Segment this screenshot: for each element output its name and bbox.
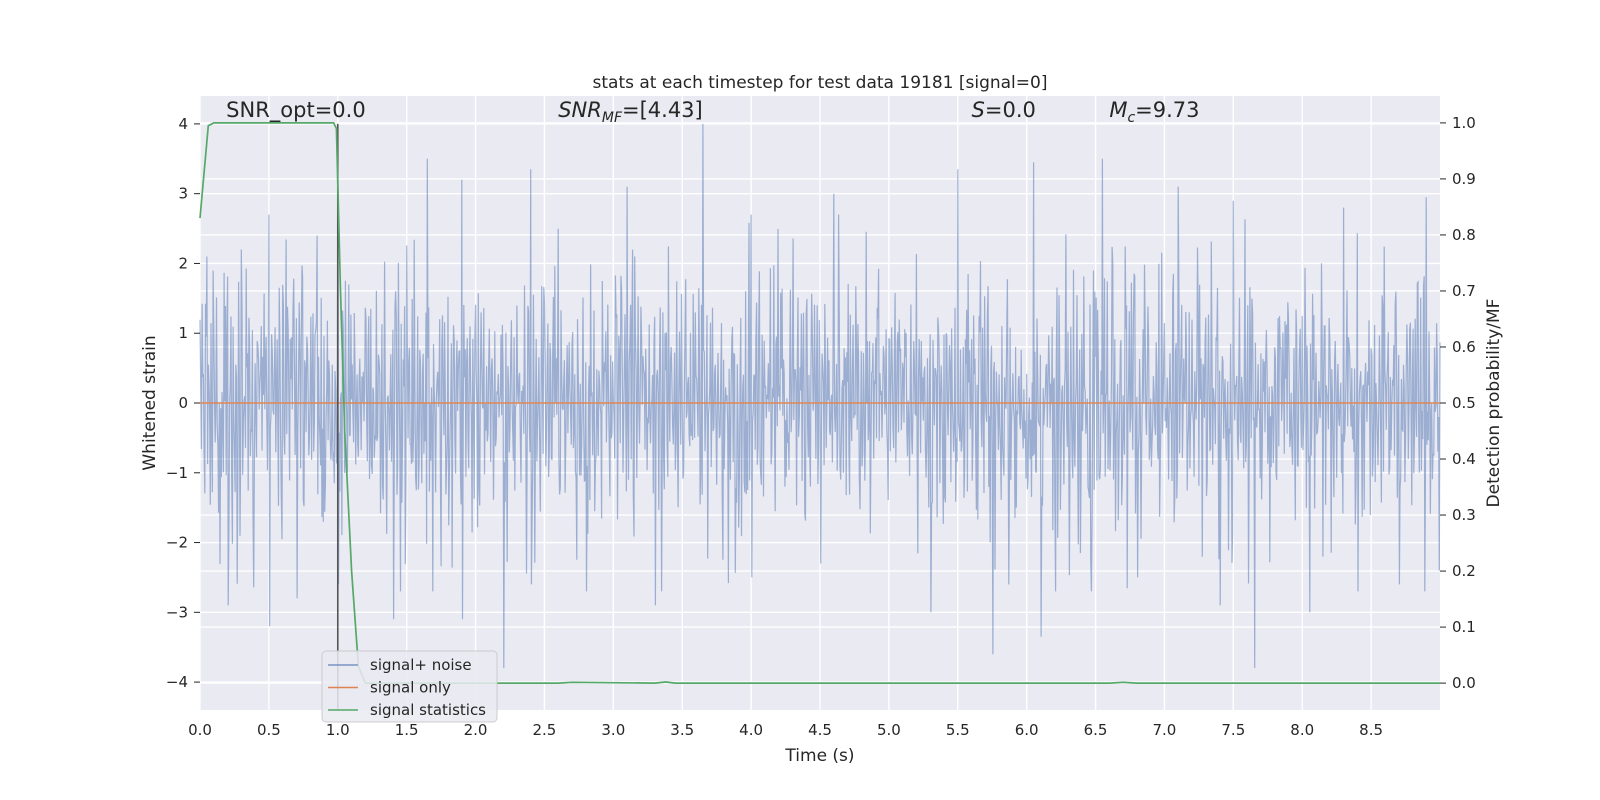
x-tick-label: 6.0 bbox=[1015, 721, 1039, 739]
y2-tick-label: 0.8 bbox=[1452, 226, 1476, 244]
series-signal-plus-noise bbox=[199, 123, 1441, 669]
y-tick-label: 2 bbox=[178, 254, 188, 272]
annotation-text: S=0.0 bbox=[972, 98, 1036, 122]
y2-tick-label: 0.1 bbox=[1452, 618, 1476, 636]
legend-box bbox=[321, 650, 498, 723]
y2-tick-label: 0.5 bbox=[1452, 394, 1476, 412]
y-tick-labels: −4 −3 −2 −1 0 1 2 3 4 bbox=[166, 115, 200, 691]
x-tick-label: 5.0 bbox=[877, 721, 901, 739]
y2-tick-label: 0.2 bbox=[1452, 562, 1476, 580]
x-tick-label: 8.0 bbox=[1290, 721, 1314, 739]
x-tick-label: 3.5 bbox=[670, 721, 694, 739]
x-tick-label: 0.0 bbox=[188, 721, 212, 739]
x-axis-label: Time (s) bbox=[784, 746, 854, 766]
legend-label: signal statistics bbox=[370, 701, 486, 719]
annotation-text: SNRMF=[4.43] bbox=[558, 98, 703, 126]
y-tick-label: 1 bbox=[178, 324, 188, 342]
y-axis-label: Whitened strain bbox=[140, 335, 160, 470]
x-tick-label: 7.0 bbox=[1153, 721, 1177, 739]
x-tick-label: 2.0 bbox=[464, 721, 488, 739]
x-tick-label: 3.0 bbox=[601, 721, 625, 739]
x-tick-label: 1.0 bbox=[326, 721, 350, 739]
y2-tick-label: 0.6 bbox=[1452, 338, 1476, 356]
x-tick-label: 6.5 bbox=[1084, 721, 1108, 739]
y-tick-label: 3 bbox=[178, 185, 188, 203]
y-tick-label: 4 bbox=[178, 115, 188, 133]
y-tick-label: −2 bbox=[166, 534, 188, 552]
y2-tick-label: 0.9 bbox=[1452, 170, 1476, 188]
series-line-signal-statistics bbox=[199, 122, 1440, 684]
y-tick-label: −1 bbox=[166, 464, 188, 482]
legend-label: signal only bbox=[370, 679, 451, 697]
x-tick-label: 4.0 bbox=[739, 721, 763, 739]
x-tick-label: 8.5 bbox=[1359, 721, 1383, 739]
x-tick-label: 2.5 bbox=[533, 721, 557, 739]
y2-tick-label: 0.7 bbox=[1452, 282, 1476, 300]
y-tick-label: −4 bbox=[166, 673, 188, 691]
x-tick-label: 5.5 bbox=[946, 721, 970, 739]
y-tick-label: 0 bbox=[178, 394, 188, 412]
y2-tick-label: 1.0 bbox=[1452, 114, 1476, 132]
series-signal-statistics bbox=[199, 122, 1440, 684]
y2-tick-label: 0.3 bbox=[1452, 506, 1476, 524]
series-line-signal-plus-noise bbox=[199, 123, 1441, 669]
x-tick-label: 4.5 bbox=[808, 721, 832, 739]
annotation-text: SNR_opt=0.0 bbox=[226, 98, 366, 123]
annotations: SNR_opt=0.0 SNRMF=[4.43] S=0.0 Mc=9.73 bbox=[226, 98, 1199, 126]
annotation-text: Mc=9.73 bbox=[1109, 98, 1199, 126]
y2-tick-label: 0.0 bbox=[1452, 674, 1476, 692]
y2-axis-label: Detection probability/MF bbox=[1484, 299, 1504, 508]
x-tick-label: 1.5 bbox=[395, 721, 419, 739]
chart-title: stats at each timestep for test data 191… bbox=[593, 73, 1048, 93]
x-tick-label: 7.5 bbox=[1221, 721, 1245, 739]
y2-tick-label: 0.4 bbox=[1452, 450, 1476, 468]
x-tick-labels: 0.0 0.5 1.0 1.5 2.0 2.5 3.0 3.5 4.0 4.5 5.0 5.5 6.0 6… bbox=[188, 721, 1383, 739]
legend-label: signal+ noise bbox=[370, 656, 472, 674]
legend: signal+ noise signal only signal statistic… bbox=[321, 650, 498, 723]
y2-tick-labels: 0.0 0.1 0.2 0.3 0.4 0.5 0.6 0.7 0.8 0.9 1.0 bbox=[1440, 114, 1476, 692]
x-tick-label: 0.5 bbox=[257, 721, 281, 739]
y-tick-label: −3 bbox=[166, 603, 188, 621]
